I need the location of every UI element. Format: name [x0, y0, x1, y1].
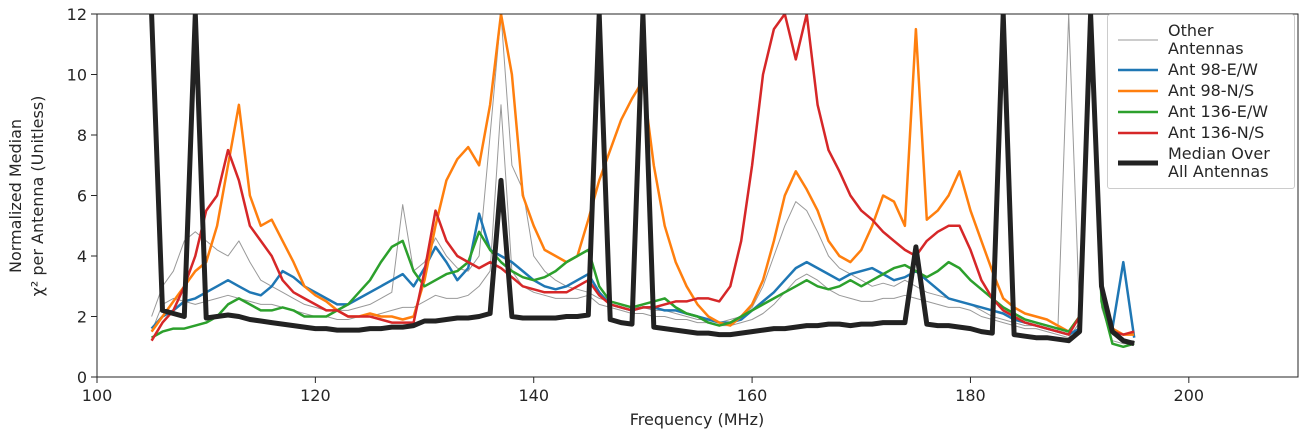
x-tick-label: 180	[955, 386, 986, 405]
legend-label: Ant 98-E/W	[1168, 60, 1258, 79]
y-tick-label: 0	[77, 368, 87, 387]
y-tick-label: 6	[77, 187, 87, 206]
y-tick-label: 2	[77, 308, 87, 327]
legend: Other Antennas Ant 98-E/W Ant 98-N/S Ant 13…	[1107, 14, 1295, 189]
y-tick-label: 10	[67, 66, 87, 85]
y-axis-label: Normalized Median	[6, 119, 25, 273]
data-line	[150, 14, 1135, 342]
legend-swatch	[1118, 39, 1158, 41]
y-tick-label: 4	[77, 247, 87, 266]
legend-swatch	[1118, 160, 1158, 166]
x-tick-label: 160	[737, 386, 768, 405]
data-line	[149, 14, 1135, 347]
y-tick-label: 8	[77, 126, 87, 145]
data-line	[150, 14, 1135, 349]
legend-label: Other Antennas	[1168, 21, 1244, 58]
legend-item: Median Over All Antennas	[1108, 145, 1294, 181]
legend-item: Ant 136-E/W	[1108, 103, 1294, 121]
x-axis-label: Frequency (MHz)	[630, 410, 764, 429]
legend-item: Ant 98-E/W	[1108, 61, 1294, 79]
legend-label: Ant 136-N/S	[1168, 123, 1265, 142]
y-axis-label: χ² per Antenna (Unitless)	[28, 96, 47, 297]
legend-label: Ant 136-E/W	[1168, 102, 1269, 121]
legend-label: Ant 98-N/S	[1168, 81, 1255, 100]
legend-label: Median Over All Antennas	[1168, 144, 1270, 181]
legend-item: Ant 136-N/S	[1108, 124, 1294, 142]
legend-swatch	[1118, 131, 1158, 135]
plot-area	[149, 14, 1136, 349]
x-tick-label: 200	[1174, 386, 1205, 405]
x-tick-label: 140	[518, 386, 549, 405]
legend-swatch	[1118, 89, 1158, 93]
legend-item: Other Antennas	[1108, 22, 1294, 58]
x-tick-label: 100	[82, 386, 113, 405]
legend-item: Ant 98-N/S	[1108, 82, 1294, 100]
legend-swatch	[1118, 110, 1158, 114]
x-tick-label: 120	[300, 386, 331, 405]
y-tick-label: 12	[67, 5, 87, 24]
legend-swatch	[1118, 68, 1158, 72]
